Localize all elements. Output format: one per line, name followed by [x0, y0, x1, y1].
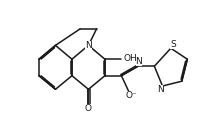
Text: N: N	[85, 41, 92, 50]
Text: O⁻: O⁻	[125, 91, 137, 100]
Text: S: S	[170, 40, 176, 49]
Text: N: N	[136, 57, 142, 66]
Text: OH: OH	[124, 54, 138, 63]
Text: N: N	[157, 86, 164, 94]
Text: O: O	[85, 104, 92, 113]
